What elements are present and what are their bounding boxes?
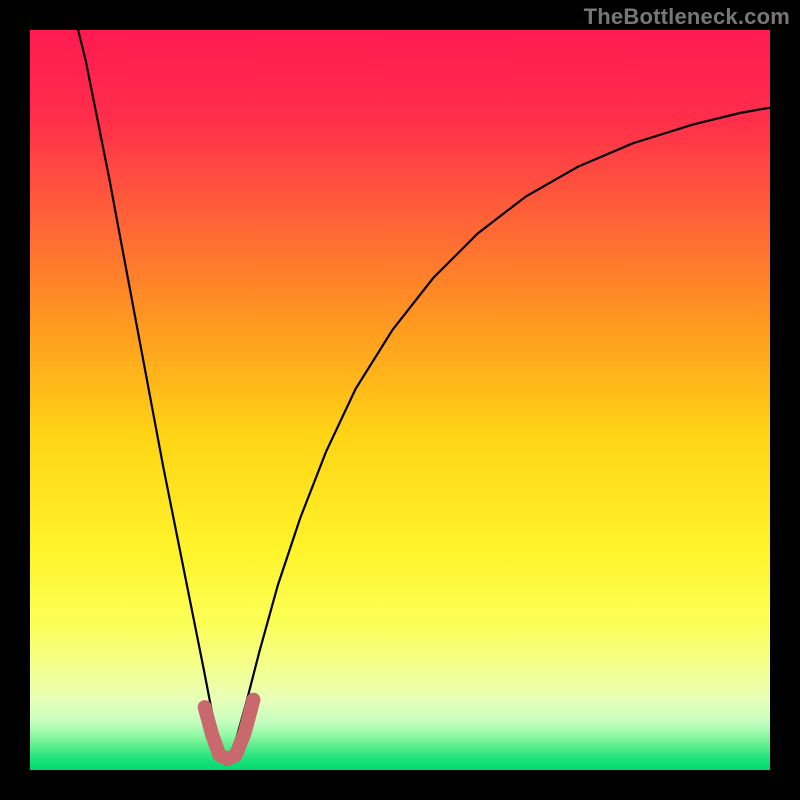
watermark-text: TheBottleneck.com xyxy=(584,4,790,30)
chart-frame: TheBottleneck.com xyxy=(0,0,800,800)
plot-background xyxy=(30,30,770,770)
bottleneck-chart xyxy=(0,0,800,800)
